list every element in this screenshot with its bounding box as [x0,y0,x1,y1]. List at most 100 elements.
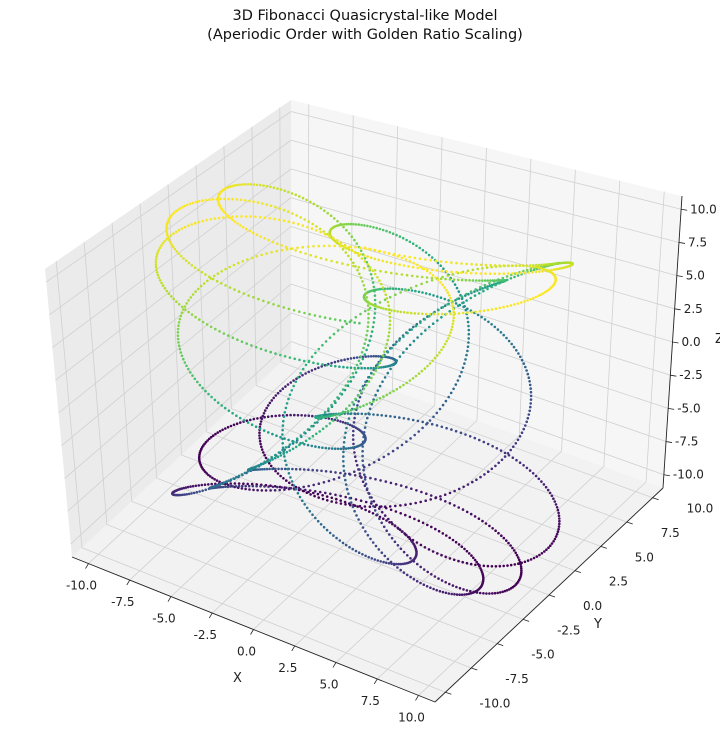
data-point [263,453,266,457]
data-point [354,498,358,501]
data-point [531,265,535,269]
data-point [382,517,385,520]
data-point [378,397,382,400]
data-point [326,211,330,215]
data-point [547,263,550,266]
data-point [496,591,500,595]
data-point [441,275,444,279]
data-point [381,380,384,384]
data-point [335,416,338,420]
data-point [395,387,399,391]
data-point [352,421,356,424]
data-point [380,551,384,554]
data-point [315,432,318,436]
data-point [491,279,494,282]
data-point [348,320,352,324]
data-point [248,199,251,203]
data-point [379,355,382,358]
data-point [251,484,255,488]
data-point [430,422,434,426]
data-point [470,554,473,557]
data-point [225,213,228,216]
data-point [349,380,353,383]
data-point [556,530,560,533]
data-point [548,491,552,495]
data-point [389,481,393,485]
data-point [366,366,370,370]
data-point [378,301,382,304]
data-point [441,590,445,594]
data-point [368,306,372,310]
data-point [523,271,527,275]
data-point [457,506,461,509]
data-point [516,556,520,559]
data-point [325,363,329,367]
data-point [354,315,358,319]
data-point [362,284,366,287]
data-point [388,327,391,330]
data-point [161,284,165,287]
chart-subtitle: (Aperiodic Order with Golden Ratio Scali… [207,27,523,43]
data-point [240,473,244,476]
data-point [387,452,390,456]
data-point [339,447,343,451]
data-point [175,250,178,253]
data-point [194,315,197,319]
data-point [312,491,315,495]
data-point [298,358,301,362]
data-point [261,202,264,205]
data-point [496,328,500,331]
data-point [509,587,513,590]
data-point [534,263,538,267]
data-point [386,350,390,354]
data-point [425,492,428,496]
data-point [436,552,439,555]
data-point [388,505,392,508]
data-point [339,502,343,505]
data-point [353,445,357,449]
data-point [192,491,196,495]
data-point [528,469,532,472]
data-point [275,242,279,245]
data-point [368,412,371,416]
data-point [455,261,458,265]
data-point [382,307,385,310]
data-point [283,448,286,452]
data-point [473,515,477,518]
data-point [291,447,295,451]
data-point [515,271,518,275]
data-point [186,485,190,489]
data-point [209,435,213,439]
data-point [310,355,314,359]
data-point [451,538,455,542]
data-point [462,588,465,591]
data-point [498,591,502,594]
data-point [361,355,365,359]
data-point [444,399,448,403]
data-point [417,312,420,315]
data-point [366,255,369,258]
data-point [241,484,244,488]
data-point [352,375,355,379]
data-point [380,414,384,417]
data-point [463,547,466,551]
data-point [239,198,243,202]
data-point [184,486,188,489]
data-point [511,456,515,460]
data-point [363,473,366,477]
data-point [448,582,451,586]
data-point [511,272,514,275]
data-point [288,356,292,359]
data-point [372,373,376,376]
data-point [550,494,554,498]
y-tick-mark [574,570,582,574]
x-tick-mark [332,662,337,668]
data-point [282,208,286,212]
data-point [389,261,393,265]
data-point [500,534,503,537]
data-point [388,323,392,327]
data-point [479,567,482,570]
data-point [454,429,458,433]
data-point [349,412,352,416]
data-point [251,231,255,235]
